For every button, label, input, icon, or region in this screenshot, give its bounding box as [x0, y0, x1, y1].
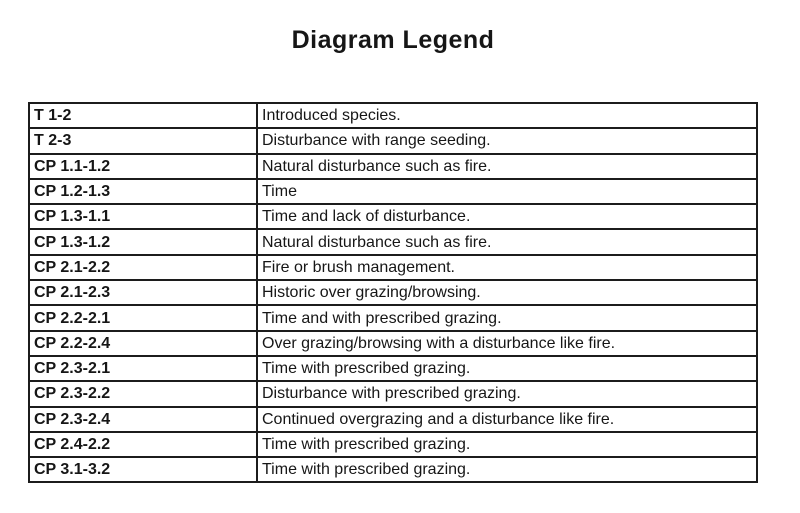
code-cell: CP 2.3-2.1: [28, 354, 258, 383]
description-cell: Time with prescribed grazing.: [256, 430, 758, 459]
legend-table-body: T 1-2 Introduced species. T 2-3 Disturbance…: [28, 101, 758, 484]
code-cell: CP 3.1-3.2: [28, 456, 258, 484]
description-cell: Continued overgrazing and a disturbance …: [256, 405, 758, 433]
table-row: CP 2.1-2.2 Fire or brush management.: [28, 253, 758, 282]
description-cell: Time: [256, 177, 758, 206]
legend-table: T 1-2 Introduced species. T 2-3 Disturbance…: [28, 101, 758, 484]
table-row: CP 2.2-2.1 Time and with prescribed grazi…: [28, 304, 758, 332]
description-cell: Introduced species.: [256, 101, 758, 130]
table-row: CP 2.3-2.1 Time with prescribed grazing.: [28, 354, 758, 383]
description-cell: Time and lack of disturbance.: [256, 203, 758, 231]
table-row: CP 1.3-1.2 Natural disturbance such as fi…: [28, 228, 758, 256]
code-cell: CP 2.2-2.1: [28, 304, 258, 332]
code-cell: CP 1.3-1.2: [28, 228, 258, 256]
table-row: CP 2.3-2.2 Disturbance with prescribed gr…: [28, 380, 758, 408]
table-row: T 1-2 Introduced species.: [28, 101, 758, 130]
table-row: T 2-3 Disturbance with range seeding.: [28, 127, 758, 155]
description-cell: Natural disturbance such as fire.: [256, 228, 758, 256]
table-row: CP 2.1-2.3 Historic over grazing/browsing…: [28, 279, 758, 307]
description-cell: Time and with prescribed grazing.: [256, 304, 758, 332]
description-cell: Time with prescribed grazing.: [256, 456, 758, 484]
description-cell: Disturbance with range seeding.: [256, 127, 758, 155]
table-row: CP 1.1-1.2 Natural disturbance such as fi…: [28, 152, 758, 180]
table-row: CP 1.3-1.1 Time and lack of disturbance.: [28, 203, 758, 231]
table-row: CP 2.2-2.4 Over grazing/browsing with a d…: [28, 329, 758, 357]
table-row: CP 2.4-2.2 Time with prescribed grazing.: [28, 430, 758, 459]
code-cell: CP 2.4-2.2: [28, 430, 258, 459]
code-cell: CP 2.1-2.2: [28, 253, 258, 282]
description-cell: Over grazing/browsing with a disturbance…: [256, 329, 758, 357]
code-cell: T 1-2: [28, 101, 258, 130]
description-cell: Fire or brush management.: [256, 253, 758, 282]
table-row: CP 1.2-1.3 Time: [28, 177, 758, 206]
code-cell: CP 2.2-2.4: [28, 329, 258, 357]
code-cell: CP 1.3-1.1: [28, 203, 258, 231]
code-cell: T 2-3: [28, 127, 258, 155]
code-cell: CP 2.1-2.3: [28, 279, 258, 307]
code-cell: CP 2.3-2.4: [28, 405, 258, 433]
description-cell: Disturbance with prescribed grazing.: [256, 380, 758, 408]
description-cell: Historic over grazing/browsing.: [256, 279, 758, 307]
code-cell: CP 2.3-2.2: [28, 380, 258, 408]
code-cell: CP 1.2-1.3: [28, 177, 258, 206]
page-title: Diagram Legend: [291, 26, 495, 54]
description-cell: Time with prescribed grazing.: [256, 354, 758, 383]
description-cell: Natural disturbance such as fire.: [256, 152, 758, 180]
table-row: CP 3.1-3.2 Time with prescribed grazing.: [28, 456, 758, 484]
code-cell: CP 1.1-1.2: [28, 152, 258, 180]
table-row: CP 2.3-2.4 Continued overgrazing and a di…: [28, 405, 758, 433]
